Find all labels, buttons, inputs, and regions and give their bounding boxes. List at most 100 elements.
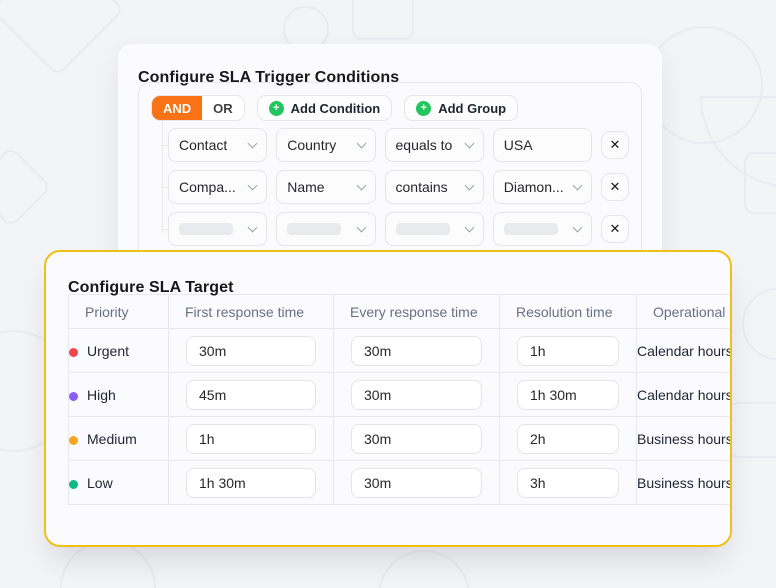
remove-condition-button[interactable]: ✕ [601,215,629,243]
select-value: Contact [179,137,228,153]
every-response-time-input[interactable] [351,379,482,410]
sla-target-table: Priority First response time Every respons… [68,294,730,505]
condition-select[interactable]: contains [384,170,484,204]
priority-cell: High [68,372,169,417]
group-connector-line [162,121,163,233]
every-response-time-input-cell [333,460,500,505]
every-response-time-input[interactable] [351,423,482,454]
column-header: Resolution time [499,294,637,329]
every-response-time-input[interactable] [351,335,482,366]
every-response-time-input-cell [333,372,500,417]
resolution-time-input-cell [499,328,637,373]
priority-label: Low [87,474,113,491]
chevron-down-icon [356,180,366,190]
plus-icon: + [416,100,432,116]
and-toggle-button[interactable]: AND [152,96,203,120]
operational-hours-value: Calendar hours [636,372,730,417]
add-condition-label: Add Condition [290,100,381,116]
first-response-time-input[interactable] [186,335,316,366]
condition-select[interactable]: Contact [168,128,268,162]
first-response-time-input-cell [168,372,334,417]
operational-hours-value: Business hours [636,416,730,461]
select-value: Compa... [179,179,236,195]
condition-value-input[interactable]: USA [492,128,592,162]
decorative-square [728,402,776,458]
logic-operator-toggle: AND OR [151,95,245,121]
every-response-time-input-cell [333,416,500,461]
skeleton-placeholder [179,223,233,235]
condition-select[interactable]: Diamon... [492,170,592,204]
skeleton-placeholder [287,223,342,235]
chevron-down-icon [572,180,583,190]
every-response-time-input[interactable] [351,467,482,498]
priority-label: Medium [87,430,137,447]
first-response-time-input[interactable] [186,467,316,498]
decorative-circle [742,288,776,360]
chevron-down-icon [356,138,366,148]
chevron-down-icon [572,222,583,232]
target-card-title: Configure SLA Target [68,279,234,296]
condition-select[interactable]: equals to [384,128,484,162]
first-response-time-input-cell [168,416,334,461]
table-row: High Calendar hours [68,372,730,417]
resolution-time-input[interactable] [517,335,619,366]
select-value: contains [395,179,448,195]
add-group-label: Add Group [438,100,507,116]
resolution-time-input-cell [499,372,637,417]
first-response-time-input-cell [168,460,334,505]
condition-select-empty[interactable] [384,212,484,246]
resolution-time-input-cell [499,460,637,505]
resolution-time-input[interactable] [517,423,619,454]
remove-condition-button[interactable]: ✕ [601,173,629,201]
select-value: Country [287,137,337,153]
condition-row: Contact Country equals to USA ✕ [168,128,629,162]
trigger-card-title: Configure SLA Trigger Conditions [138,69,400,86]
skeleton-placeholder [395,223,450,235]
priority-cell: Medium [68,416,169,461]
table-row: Medium Business hours [68,416,730,461]
chevron-down-icon [356,222,366,232]
condition-select[interactable]: Country [276,128,376,162]
table-row: Urgent Calendar hours [68,328,730,373]
condition-row: Compa... Name contains Diamon... ✕ [168,170,629,204]
priority-cell: Urgent [68,328,169,373]
or-toggle-button[interactable]: OR [202,96,244,120]
decorative-square [744,152,776,214]
column-header: Every response time [333,294,500,329]
priority-dot-icon [69,347,78,357]
priority-dot-icon [69,479,78,489]
condition-select[interactable]: Name [276,170,376,204]
column-header: Operational hours [636,294,730,329]
operational-hours-value: Calendar hours [636,328,730,373]
add-condition-button[interactable]: + Add Condition [256,95,393,121]
remove-condition-button[interactable]: ✕ [601,131,629,159]
priority-label: Urgent [87,342,130,359]
first-response-time-input[interactable] [186,379,316,410]
conditions-panel: AND OR + Add Condition + Add Group Conta… [138,82,642,282]
chevron-down-icon [464,138,475,148]
add-group-button[interactable]: + Add Group [404,95,519,121]
group-connector-stub [162,229,169,230]
decorative-circle [60,540,156,588]
condition-select-empty[interactable] [492,212,592,246]
condition-row: ✕ [168,212,629,246]
condition-select-empty[interactable] [276,212,376,246]
chevron-down-icon [464,180,475,190]
resolution-time-input[interactable] [517,467,619,498]
table-header-row: Priority First response time Every respons… [68,294,730,329]
conditions-toolbar: AND OR + Add Condition + Add Group [151,95,629,121]
chevron-down-icon [464,222,475,232]
group-connector-stub [162,187,169,188]
resolution-time-input[interactable] [517,379,619,410]
decorative-circle [378,550,470,588]
first-response-time-input[interactable] [186,423,316,454]
chevron-down-icon [247,138,258,148]
condition-select[interactable]: Compa... [168,170,268,204]
priority-dot-icon [69,391,78,401]
chevron-down-icon [247,222,258,232]
decorative-rotated-square [0,0,125,77]
condition-select-empty[interactable] [168,212,268,246]
plus-icon: + [268,100,284,116]
select-value: Diamon... [503,179,564,195]
